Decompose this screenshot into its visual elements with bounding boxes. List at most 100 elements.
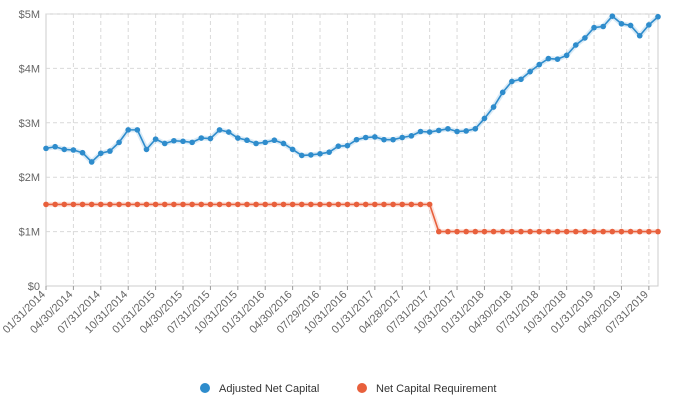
adjusted-net-capital-point[interactable] [180, 138, 186, 145]
adjusted-net-capital-point[interactable] [116, 139, 122, 146]
adjusted-net-capital-point[interactable] [171, 137, 177, 144]
net-capital-requirement-point[interactable] [52, 201, 58, 208]
adjusted-net-capital-point[interactable] [372, 134, 378, 140]
adjusted-net-capital-point[interactable] [646, 22, 652, 28]
net-capital-requirement-point[interactable] [235, 201, 241, 208]
adjusted-net-capital-point[interactable] [509, 78, 515, 85]
adjusted-net-capital-point[interactable] [262, 139, 269, 146]
adjusted-net-capital-point[interactable] [189, 139, 195, 146]
adjusted-net-capital-point[interactable] [536, 61, 543, 68]
net-capital-requirement-point[interactable] [627, 228, 634, 235]
adjusted-net-capital-point[interactable] [317, 151, 323, 157]
net-capital-requirement-point[interactable] [372, 201, 378, 208]
net-capital-requirement-point[interactable] [61, 201, 68, 208]
adjusted-net-capital-point[interactable] [563, 52, 570, 59]
net-capital-requirement-point[interactable] [207, 201, 214, 208]
adjusted-net-capital-point[interactable] [527, 68, 533, 75]
net-capital-requirement-point[interactable] [335, 201, 342, 208]
net-capital-requirement-point[interactable] [43, 201, 49, 208]
net-capital-requirement-point[interactable] [344, 201, 351, 208]
adjusted-net-capital-point[interactable] [280, 140, 287, 147]
net-capital-requirement-point[interactable] [362, 201, 369, 208]
net-capital-requirement-point[interactable] [225, 201, 232, 208]
net-capital-requirement-point[interactable] [70, 201, 77, 208]
net-capital-requirement-point[interactable] [125, 201, 132, 208]
net-capital-requirement-point[interactable] [591, 228, 597, 235]
net-capital-requirement-point[interactable] [472, 228, 479, 235]
adjusted-net-capital-point[interactable] [70, 147, 77, 153]
adjusted-net-capital-point[interactable] [445, 125, 451, 132]
net-capital-requirement-point[interactable] [317, 201, 323, 208]
net-capital-requirement-point[interactable] [152, 201, 159, 208]
net-capital-requirement-point[interactable] [655, 228, 661, 235]
adjusted-net-capital-point[interactable] [381, 136, 387, 143]
adjusted-net-capital-point[interactable] [600, 23, 606, 30]
adjusted-net-capital-point[interactable] [198, 135, 205, 141]
net-capital-requirement-point[interactable] [308, 201, 314, 208]
net-capital-requirement-point[interactable] [79, 201, 86, 208]
adjusted-net-capital-point[interactable] [298, 152, 305, 159]
legend-marker-adjusted-net-capital[interactable] [200, 383, 210, 393]
net-capital-requirement-point[interactable] [180, 201, 186, 208]
legend[interactable]: Adjusted Net Capital Net Capital Requirem… [200, 383, 496, 395]
net-capital-requirement-point[interactable] [198, 201, 205, 208]
net-capital-requirement-point[interactable] [189, 201, 195, 208]
net-capital-requirement-point[interactable] [298, 201, 305, 208]
net-capital-requirement-point[interactable] [545, 228, 552, 235]
net-capital-requirement-point[interactable] [381, 201, 387, 208]
adjusted-net-capital-point[interactable] [390, 136, 396, 143]
net-capital-requirement-point[interactable] [98, 201, 104, 208]
net-capital-requirement-point[interactable] [536, 228, 543, 235]
net-capital-requirement-point[interactable] [280, 201, 287, 208]
adjusted-net-capital-point[interactable] [235, 135, 241, 141]
net-capital-requirement-point[interactable] [454, 228, 460, 235]
net-capital-requirement-point[interactable] [582, 228, 588, 235]
adjusted-net-capital-point[interactable] [98, 150, 104, 157]
adjusted-net-capital-point[interactable] [225, 129, 232, 135]
adjusted-net-capital-point[interactable] [554, 56, 561, 62]
net-capital-requirement-point[interactable] [463, 228, 469, 235]
net-capital-requirement-point[interactable] [161, 201, 168, 208]
adjusted-net-capital-point[interactable] [61, 146, 68, 153]
net-capital-requirement-point[interactable] [253, 201, 259, 208]
net-capital-requirement-point[interactable] [636, 228, 643, 235]
net-capital-requirement-point[interactable] [289, 201, 296, 208]
net-capital-requirement-point[interactable] [618, 228, 625, 235]
net-capital-requirement-point[interactable] [216, 201, 223, 208]
adjusted-net-capital-point[interactable] [417, 128, 424, 135]
net-capital-requirement-point[interactable] [326, 201, 332, 208]
net-capital-requirement-point[interactable] [554, 228, 561, 235]
net-capital-requirement-point[interactable] [609, 228, 616, 235]
net-capital-requirement-point[interactable] [490, 228, 497, 235]
legend-marker-net-capital-requirement[interactable] [357, 383, 367, 393]
adjusted-net-capital-point[interactable] [627, 22, 634, 29]
net-capital-requirement-point[interactable] [244, 201, 250, 208]
adjusted-net-capital-point[interactable] [52, 143, 58, 150]
adjusted-net-capital-point[interactable] [289, 146, 296, 153]
adjusted-net-capital-point[interactable] [216, 127, 223, 133]
adjusted-net-capital-point[interactable] [253, 140, 259, 147]
net-capital-requirement-point[interactable] [271, 201, 278, 208]
net-capital-requirement-point[interactable] [563, 228, 570, 235]
adjusted-net-capital-point[interactable] [463, 128, 469, 134]
adjusted-net-capital-point[interactable] [353, 136, 360, 143]
net-capital-requirement-point[interactable] [509, 228, 515, 235]
adjusted-net-capital-point[interactable] [499, 89, 506, 96]
adjusted-net-capital-point[interactable] [326, 149, 332, 155]
adjusted-net-capital-point[interactable] [161, 140, 168, 147]
adjusted-net-capital-point[interactable] [408, 133, 415, 139]
adjusted-net-capital-point[interactable] [572, 42, 579, 48]
net-capital-requirement-point[interactable] [116, 201, 122, 208]
adjusted-net-capital-point[interactable] [618, 20, 625, 27]
net-capital-requirement-point[interactable] [88, 201, 95, 208]
net-capital-requirement-point[interactable] [481, 228, 488, 235]
adjusted-net-capital-point[interactable] [244, 137, 250, 144]
adjusted-net-capital-point[interactable] [125, 127, 132, 133]
adjusted-net-capital-point[interactable] [545, 55, 552, 62]
legend-label-adjusted-net-capital[interactable]: Adjusted Net Capital [219, 383, 319, 395]
adjusted-net-capital-point[interactable] [490, 104, 497, 110]
adjusted-net-capital-point[interactable] [472, 125, 479, 132]
net-capital-requirement-point[interactable] [600, 228, 606, 235]
adjusted-net-capital-point[interactable] [143, 146, 150, 153]
legend-label-net-capital-requirement[interactable]: Net Capital Requirement [376, 383, 496, 395]
